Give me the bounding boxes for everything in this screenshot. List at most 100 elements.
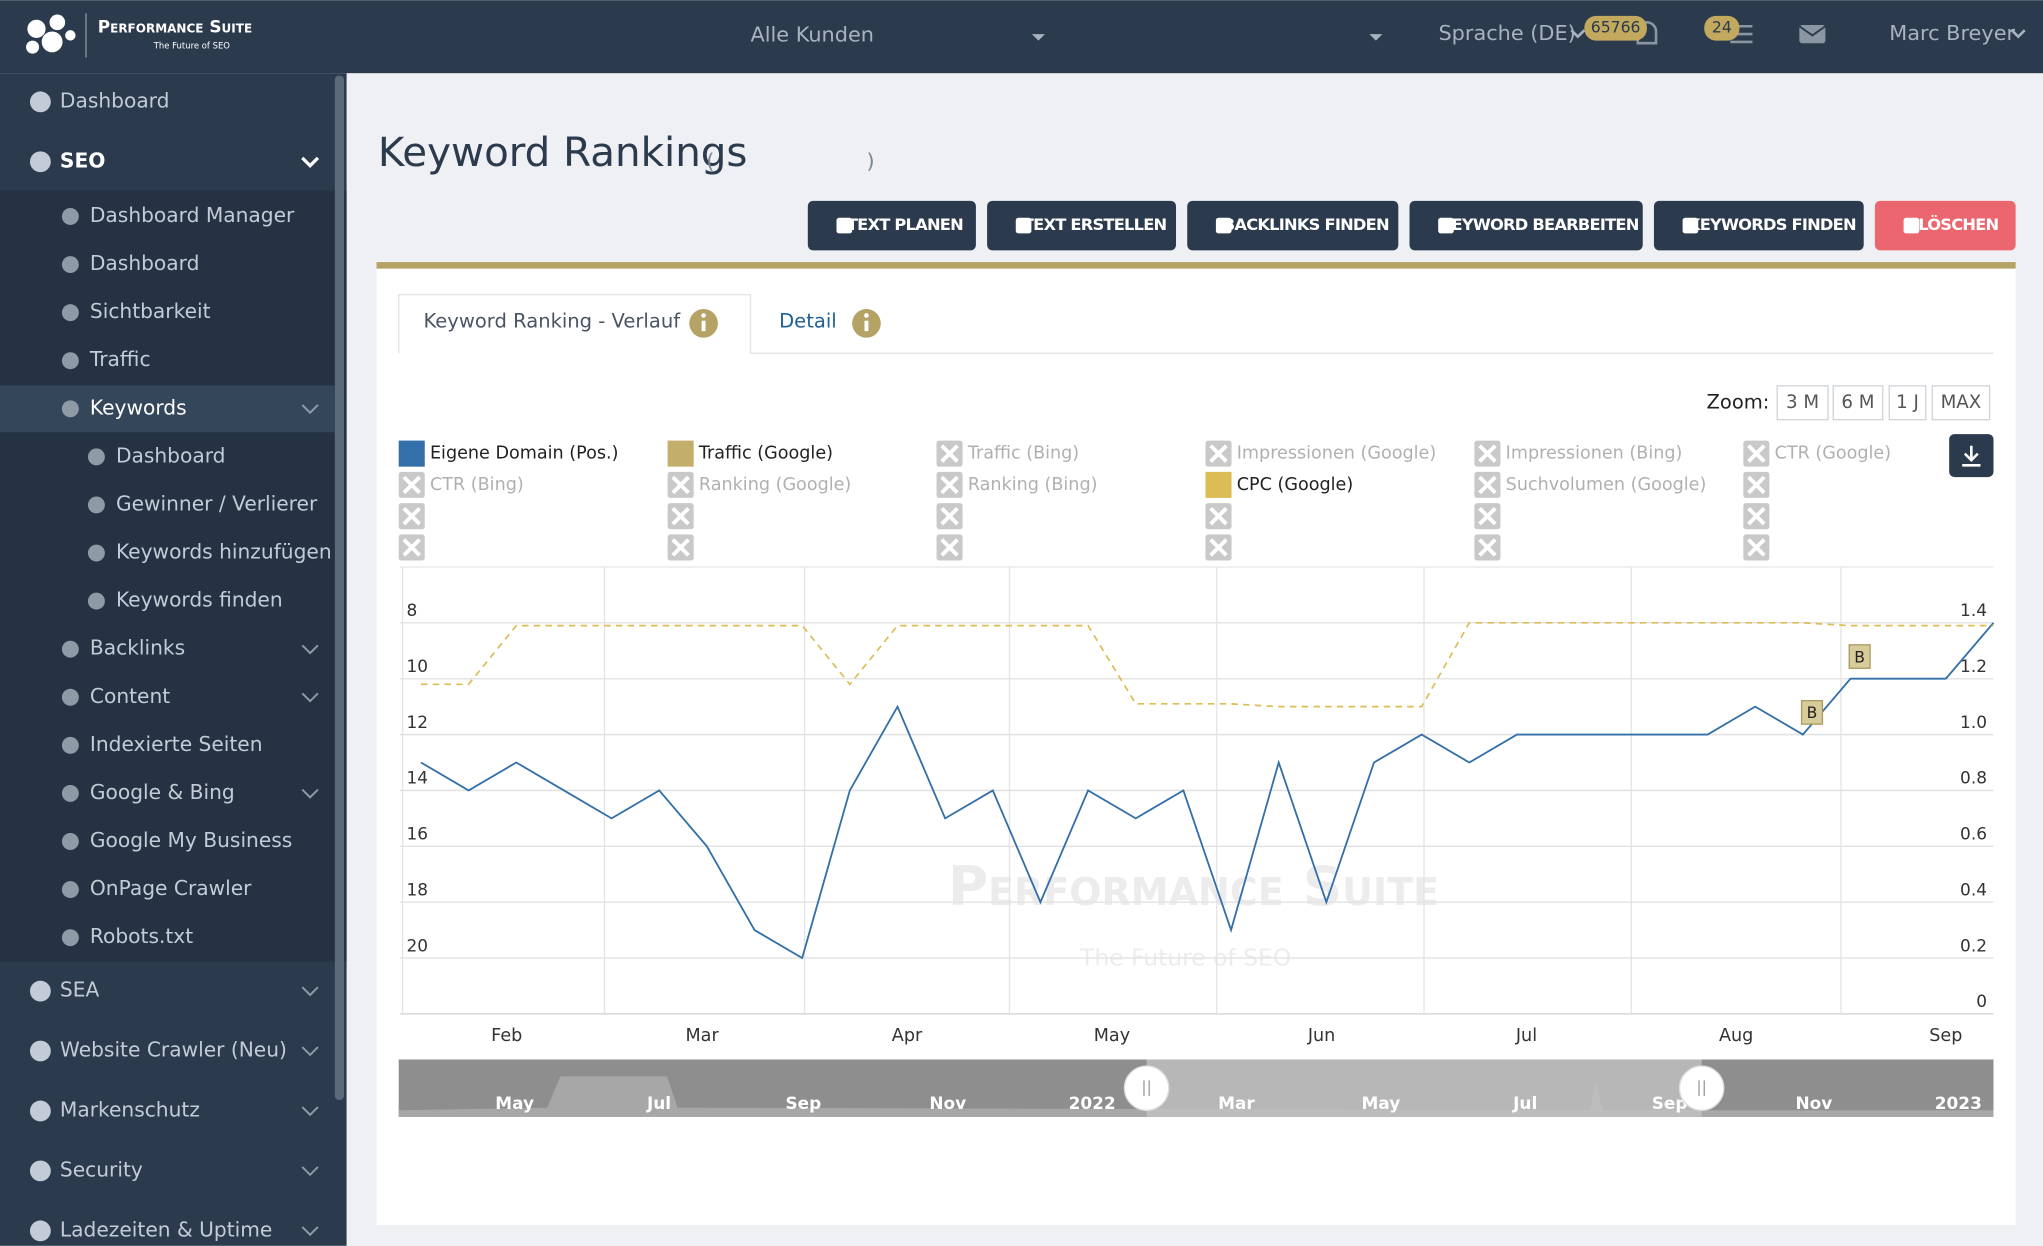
sidebar-item[interactable]: OnPage Crawler bbox=[90, 876, 252, 900]
y2-tick-label: 0.8 bbox=[1960, 768, 1987, 788]
user-menu[interactable]: Marc Breyer bbox=[1889, 21, 2015, 45]
sidebar-icon bbox=[29, 1040, 51, 1062]
zoom-button[interactable] bbox=[1888, 385, 1927, 421]
legend-label[interactable]: CPC (Google) bbox=[1237, 475, 1353, 495]
card-accent bbox=[376, 262, 2016, 269]
sidebar-active bbox=[0, 385, 335, 433]
sidebar-item[interactable]: Ladezeiten & Uptime bbox=[60, 1217, 272, 1241]
y2-tick-label: 1.4 bbox=[1960, 600, 1987, 620]
zoom-option: 6 M bbox=[1841, 392, 1874, 413]
chevron bbox=[301, 404, 319, 415]
legend-label[interactable]: Traffic (Google) bbox=[698, 444, 833, 464]
sidebar-item[interactable]: SEA bbox=[60, 978, 100, 1002]
legend-swatch[interactable] bbox=[667, 440, 694, 467]
sidebar-item[interactable]: Security bbox=[60, 1157, 143, 1181]
button-icon bbox=[1438, 217, 1454, 234]
sidebar-item[interactable]: Dashboard bbox=[60, 88, 170, 112]
legend-x bbox=[1209, 444, 1228, 463]
chevron bbox=[2010, 29, 2026, 39]
sidebar-icon bbox=[29, 1100, 51, 1122]
annotation-label: B bbox=[1854, 647, 1865, 666]
y2-tick-label: 1.2 bbox=[1960, 656, 1987, 676]
action-button[interactable] bbox=[1187, 200, 1399, 251]
legend-x bbox=[671, 506, 690, 526]
legend-label[interactable]: Suchvolumen (Google) bbox=[1506, 475, 1707, 495]
sidebar-icon bbox=[87, 592, 105, 610]
legend-label[interactable]: Eigene Domain (Pos.) bbox=[430, 444, 619, 464]
legend-swatch[interactable] bbox=[398, 440, 425, 467]
tab-label[interactable]: Detail bbox=[779, 310, 837, 333]
navigator-handle[interactable] bbox=[1123, 1065, 1170, 1111]
sidebar-item[interactable]: Markenschutz bbox=[60, 1097, 200, 1121]
chevron bbox=[301, 1046, 319, 1057]
chevron bbox=[301, 788, 319, 799]
legend-x bbox=[1747, 506, 1766, 526]
action-button[interactable] bbox=[987, 200, 1177, 251]
legend-label[interactable]: Impressionen (Google) bbox=[1237, 444, 1436, 464]
legend-label[interactable]: CTR (Bing) bbox=[430, 475, 524, 495]
legend-label[interactable]: Ranking (Bing) bbox=[968, 475, 1098, 495]
sidebar-icon bbox=[61, 736, 79, 754]
sidebar-item[interactable]: Gewinner / Verlierer bbox=[116, 491, 318, 515]
action-button[interactable] bbox=[807, 200, 976, 251]
x-tick-label: May bbox=[1094, 1026, 1130, 1046]
language-select[interactable]: Sprache (DE) bbox=[1438, 21, 1575, 45]
sidebar-item[interactable]: Keywords finden bbox=[116, 588, 283, 612]
legend-swatch[interactable] bbox=[1205, 471, 1232, 498]
navigator-label: May bbox=[1361, 1093, 1400, 1113]
sidebar-item[interactable]: Backlinks bbox=[90, 636, 185, 660]
sidebar-item[interactable]: Indexierte Seiten bbox=[90, 732, 263, 756]
notification-count: 65766 bbox=[1591, 18, 1641, 37]
logo bbox=[26, 14, 76, 54]
annotation-flag[interactable] bbox=[1800, 700, 1824, 725]
navigator-selection[interactable] bbox=[1146, 1059, 1702, 1117]
zoom-button[interactable] bbox=[1832, 385, 1884, 421]
action-button[interactable] bbox=[1874, 200, 2016, 251]
download-icon bbox=[1962, 445, 1981, 467]
caret[interactable] bbox=[1369, 34, 1383, 41]
mail-icon[interactable] bbox=[1799, 24, 1826, 44]
tab-label[interactable]: Keyword Ranking - Verlauf bbox=[423, 310, 681, 333]
action-button[interactable] bbox=[1409, 200, 1643, 251]
legend-x bbox=[940, 506, 959, 526]
sidebar-item[interactable]: Keywords bbox=[90, 395, 187, 419]
legend-label[interactable]: Impressionen (Bing) bbox=[1506, 444, 1683, 464]
sidebar-item[interactable]: Keywords hinzufügen bbox=[116, 540, 332, 564]
legend-x bbox=[1747, 475, 1766, 495]
sidebar-item[interactable]: Traffic bbox=[89, 347, 151, 371]
sidebar-item[interactable]: Dashboard bbox=[116, 443, 226, 467]
client-select[interactable]: Alle Kunden bbox=[750, 22, 874, 46]
sidebar-item[interactable]: Website Crawler (Neu) bbox=[60, 1038, 287, 1062]
title-paren: ( bbox=[706, 149, 714, 173]
sidebar-icon bbox=[61, 784, 79, 802]
active-tab[interactable] bbox=[398, 294, 752, 354]
sidebar-icon bbox=[29, 1220, 51, 1242]
action-button[interactable] bbox=[1653, 200, 1864, 251]
navigator-handle[interactable] bbox=[1678, 1065, 1725, 1111]
sidebar-item[interactable]: Google My Business bbox=[90, 828, 292, 852]
sidebar-item[interactable]: SEO bbox=[60, 148, 106, 172]
legend-x bbox=[1747, 444, 1766, 463]
sidebar-item[interactable]: Dashboard Manager bbox=[90, 203, 295, 227]
zoom-button[interactable] bbox=[1931, 385, 1991, 421]
legend-label[interactable]: CTR (Google) bbox=[1775, 444, 1892, 464]
legend-label[interactable]: Ranking (Google) bbox=[699, 475, 851, 495]
chevron bbox=[301, 1226, 319, 1237]
annotation-flag[interactable] bbox=[1848, 644, 1871, 669]
sidebar-item[interactable]: Sichtbarkeit bbox=[90, 299, 211, 323]
sidebar-item[interactable]: Google & Bing bbox=[90, 780, 235, 804]
chevron bbox=[301, 1106, 319, 1117]
sidebar-submenu bbox=[0, 190, 347, 962]
scrollbar[interactable] bbox=[334, 75, 344, 1100]
series-line bbox=[420, 622, 1995, 960]
legend-label[interactable]: Traffic (Bing) bbox=[967, 444, 1079, 464]
badge bbox=[1584, 15, 1647, 41]
navigator-label: Nov bbox=[929, 1093, 966, 1113]
sidebar-item[interactable]: Robots.txt bbox=[90, 924, 193, 948]
sidebar-item[interactable]: Content bbox=[90, 684, 170, 708]
zoom-button[interactable] bbox=[1776, 385, 1829, 421]
sidebar-item[interactable]: Dashboard bbox=[90, 251, 200, 275]
legend-x bbox=[1747, 538, 1766, 557]
chevron bbox=[301, 644, 319, 655]
caret[interactable] bbox=[1031, 34, 1045, 41]
